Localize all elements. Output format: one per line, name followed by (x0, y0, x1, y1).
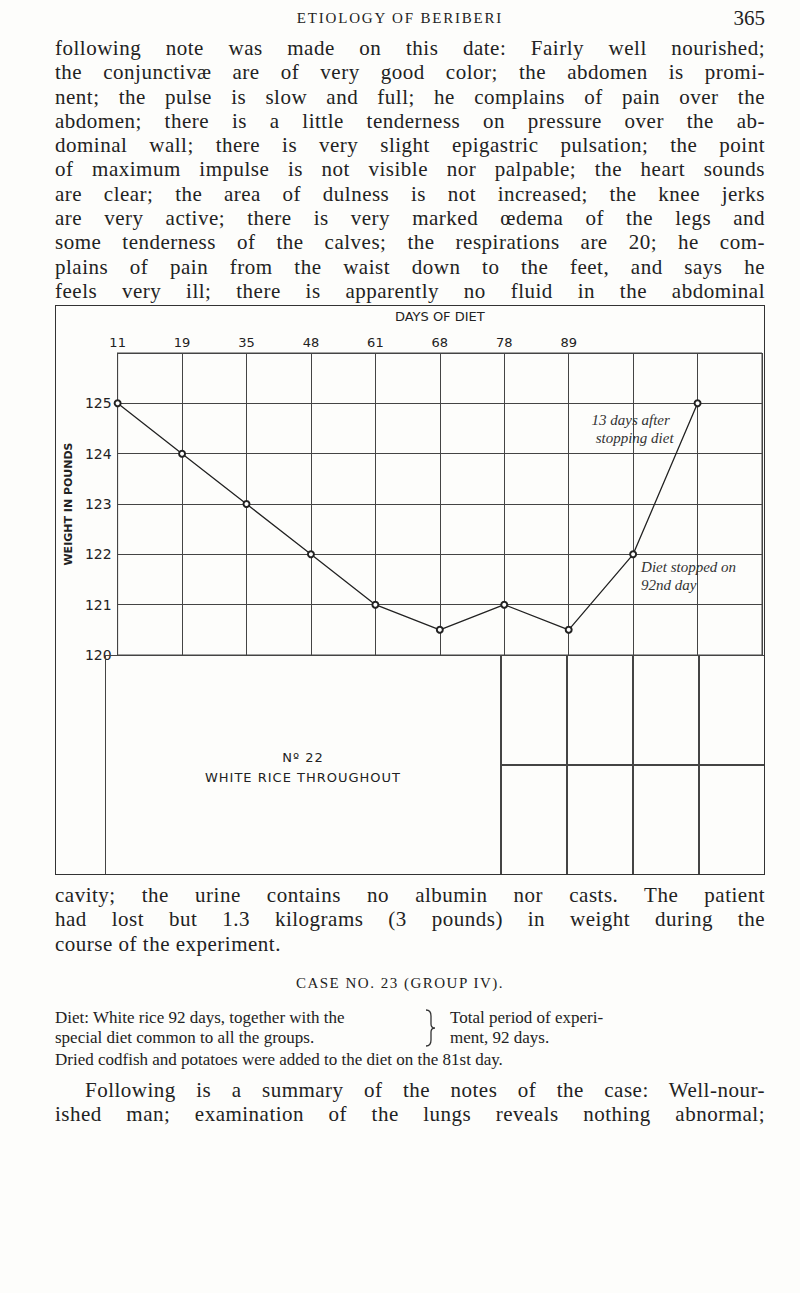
html-text:are very active; there is very: are very active; there is very marked œd… (55, 206, 765, 231)
html-text:following note was made on thi: following note was made on this date: Fa… (55, 36, 765, 60)
html-text:ished man; examination of the: ished man; examination of the lungs reve… (55, 1102, 765, 1127)
svg-text:121: 121 (85, 597, 112, 613)
svg-text:19: 19 (174, 335, 191, 350)
html-text:Nº 22: Nº 22 (282, 750, 324, 765)
svg-text:35: 35 (238, 335, 255, 350)
html-text:feels very ill; there is appar: feels very ill; there is apparently no f… (55, 279, 765, 303)
svg-text:stopping diet: stopping diet (596, 430, 675, 446)
html-text:the conjunctivæ are of very go: the conjunctivæ are of very good color; … (55, 60, 765, 85)
svg-text:122: 122 (85, 546, 112, 562)
html-text:nent; the pulse is slow and fu: nent; the pulse is slow and full; he com… (55, 84, 765, 109)
html-text:Following is a summary of the: Following is a summary of the notes of t… (85, 1078, 765, 1102)
svg-text:WEIGHT IN POUNDS: WEIGHT IN POUNDS (62, 442, 75, 565)
html-text:ment, 92 days.: ment, 92 days. (450, 1028, 550, 1047)
html-text:WHITE RICE THROUGHOUT: WHITE RICE THROUGHOUT (205, 770, 401, 785)
svg-text:11: 11 (109, 335, 126, 350)
svg-text:125: 125 (85, 395, 112, 411)
html-text:are clear; the area of dulness: are clear; the area of dulness is not in… (55, 181, 765, 206)
svg-text:DAYS OF DIET: DAYS OF DIET (395, 309, 485, 324)
svg-text:78: 78 (496, 335, 513, 350)
html-text:of maximum impulse is not visi: of maximum impulse is not visible nor pa… (55, 157, 765, 182)
svg-text:92nd day: 92nd day (641, 577, 697, 593)
html-text:course of the experiment.: course of the experiment. (55, 931, 281, 956)
svg-text:Diet stopped on: Diet stopped on (640, 559, 740, 575)
svg-text:89: 89 (560, 335, 577, 350)
html-text:some tenderness of the calves;: some tenderness of the calves; the respi… (55, 230, 765, 255)
html-text:abdomen; there is a little ten: abdomen; there is a little tenderness on… (55, 108, 765, 133)
svg-text:120: 120 (84, 647, 112, 663)
html-text:365: 365 (733, 6, 765, 30)
svg-text:61: 61 (367, 335, 384, 350)
html-text:ETIOLOGY OF BERIBERI: ETIOLOGY OF BERIBERI (296, 10, 504, 26)
html-text:special diet common to all the: special diet common to all the groups. (55, 1028, 315, 1047)
svg-text:124: 124 (85, 446, 112, 462)
svg-text:48: 48 (303, 335, 320, 350)
svg-text:13 days after: 13 days after (591, 412, 673, 428)
svg-text:68: 68 (432, 335, 449, 350)
svg-text:123: 123 (85, 496, 112, 512)
html-text:Diet: White rice 92 days, toge: Diet: White rice 92 days, together with … (55, 1008, 345, 1027)
html-text:had lost but 1.3 kilograms (3: had lost but 1.3 kilograms (3 pounds) in… (55, 907, 765, 932)
html-text:CASE NO. 23 (GROUP IV).: CASE NO. 23 (GROUP IV). (295, 975, 505, 991)
html-text:Total period of experi-: Total period of experi- (450, 1008, 604, 1027)
html-text:Dried codfish and potatoes wer: Dried codfish and potatoes were added to… (55, 1050, 503, 1069)
html-text:cavity; the urine contains no: cavity; the urine contains no albumin no… (55, 883, 765, 907)
html-text:plains of pain from the waist: plains of pain from the waist down to th… (55, 254, 765, 279)
html-text:dominal wall; there is very sl: dominal wall; there is very slight epiga… (55, 133, 765, 158)
